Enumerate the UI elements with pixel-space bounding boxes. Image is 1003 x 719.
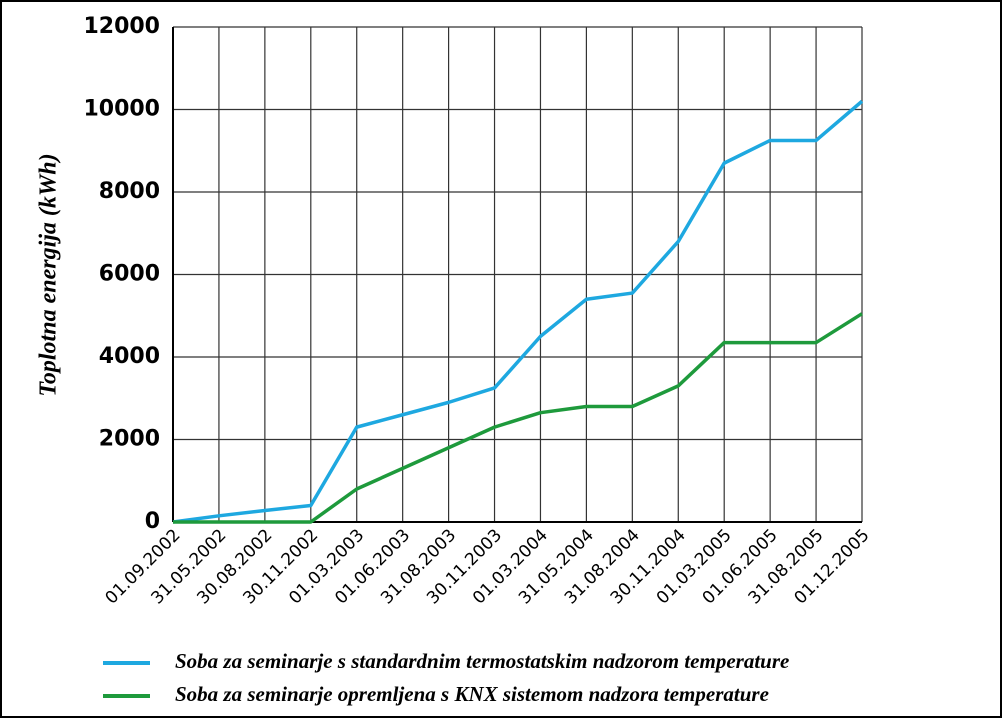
y-tick-label: 2000 — [99, 427, 160, 452]
y-axis-label: Toplotna energija (kWh) — [36, 153, 62, 396]
y-tick-label: 10000 — [83, 97, 160, 122]
y-tick-label: 8000 — [99, 179, 160, 204]
series-line — [172, 99, 864, 524]
legend-label: Soba za seminarje s standardnim termosta… — [175, 649, 789, 673]
legend-label: Soba za seminarje opremljena s KNX siste… — [175, 682, 769, 706]
y-tick-label: 6000 — [99, 262, 160, 287]
y-tick-label: 12000 — [83, 14, 160, 39]
y-tick-label: 0 — [145, 509, 160, 534]
series-line — [173, 312, 863, 524]
y-tick-label: 4000 — [99, 344, 160, 369]
